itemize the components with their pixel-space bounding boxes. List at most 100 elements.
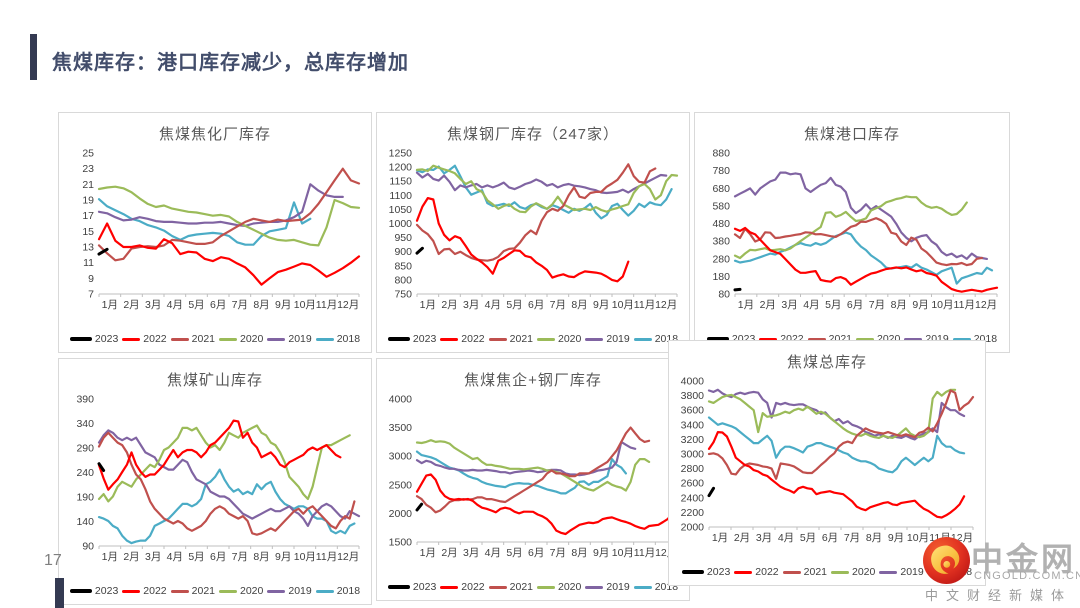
svg-text:9月: 9月: [593, 299, 609, 311]
chart-title: 焦煤钢厂库存（247家）: [446, 126, 620, 143]
legend-line-swatch: [681, 570, 704, 574]
svg-text:10月: 10月: [612, 299, 634, 311]
svg-text:10月: 10月: [612, 547, 634, 559]
svg-text:12月: 12月: [337, 551, 359, 563]
legend-line-swatch: [879, 570, 898, 574]
legend-label: 2023: [412, 333, 437, 345]
legend-item: 2020: [219, 585, 263, 597]
legend-line-swatch: [952, 337, 971, 341]
cngold-logo: 中金网 CNGOLD.COM.CN 中文财经新媒体: [905, 532, 1080, 608]
svg-text:8月: 8月: [571, 547, 587, 559]
legend-label: 2022: [755, 566, 779, 578]
legend-line-swatch: [904, 337, 923, 341]
legend-label: 2018: [336, 333, 361, 345]
legend-item: 2019: [585, 581, 630, 593]
legend-item: 2020: [537, 581, 581, 593]
svg-text:6月: 6月: [822, 532, 838, 544]
chart-panel-steel-mill-inventory: 焦煤钢厂库存（247家） 750 800 850 900 950 1000 1050 1100 1…: [376, 112, 690, 353]
legend-item: 2022: [122, 333, 167, 345]
svg-text:11: 11: [83, 257, 94, 269]
legend-label: 2021: [509, 333, 533, 345]
svg-text:7: 7: [88, 289, 94, 301]
svg-text:6月: 6月: [210, 299, 226, 311]
svg-text:7月: 7月: [844, 532, 860, 544]
svg-text:4月: 4月: [803, 299, 819, 311]
legend-item: 2022: [734, 566, 779, 578]
svg-text:2月: 2月: [123, 299, 139, 311]
legend-item: 2021: [782, 566, 827, 578]
legend-line-swatch: [537, 337, 555, 341]
cngold-logo-icon: [923, 537, 970, 584]
svg-text:8月: 8月: [571, 299, 587, 311]
svg-text:4月: 4月: [778, 532, 794, 544]
legend-item: 2019: [585, 333, 630, 345]
legend-line-swatch: [170, 589, 189, 593]
svg-text:25: 25: [82, 148, 94, 160]
svg-text:6月: 6月: [847, 299, 863, 311]
legend-label: 2023: [706, 566, 731, 578]
legend-label: 2019: [606, 581, 630, 593]
chart-panel-coke-plus-steel-inventory: 焦煤焦企+钢厂库存 1500 2000 2500 3000 3500 4000 1月 2月 3月 4…: [376, 358, 690, 601]
legend-label: 2020: [558, 581, 582, 593]
svg-text:9月: 9月: [888, 532, 904, 544]
legend-label: 2021: [191, 333, 215, 345]
corner-accent-bar: [55, 578, 64, 608]
legend-label: 2022: [143, 333, 167, 345]
svg-text:1月: 1月: [712, 532, 728, 544]
legend-label: 2020: [240, 585, 264, 597]
svg-text:3月: 3月: [781, 299, 797, 311]
legend-item: 2018: [315, 585, 360, 597]
legend-item: 2021: [170, 333, 215, 345]
legend-line-swatch: [315, 589, 334, 593]
legend-label: 2020: [558, 333, 582, 345]
legend-line-swatch: [585, 585, 604, 589]
svg-text:11月: 11月: [316, 551, 337, 563]
svg-text:7月: 7月: [232, 551, 248, 563]
svg-text:3月: 3月: [463, 299, 479, 311]
legend-label: 2023: [94, 333, 119, 345]
legend-line-swatch: [267, 337, 286, 341]
legend-line-swatch: [831, 570, 849, 574]
svg-text:3000: 3000: [681, 449, 705, 461]
svg-text:21: 21: [82, 179, 94, 191]
svg-text:290: 290: [76, 443, 94, 455]
legend-line-swatch: [69, 589, 92, 593]
legend-label: 2023: [412, 581, 437, 593]
svg-text:23: 23: [82, 163, 94, 175]
svg-text:1000: 1000: [389, 218, 413, 230]
svg-text:1250: 1250: [389, 148, 413, 160]
legend-label: 2020: [852, 566, 876, 578]
svg-text:2000: 2000: [389, 508, 413, 520]
svg-text:900: 900: [394, 246, 412, 258]
svg-text:10月: 10月: [907, 532, 929, 544]
legend-line-swatch: [122, 337, 141, 341]
legend-line-swatch: [170, 337, 189, 341]
legend-label: 2019: [288, 333, 312, 345]
svg-text:2月: 2月: [123, 551, 139, 563]
svg-text:800: 800: [394, 274, 412, 286]
chart-title: 焦煤总库存: [786, 354, 867, 371]
legend-line-swatch: [782, 570, 801, 574]
svg-text:4月: 4月: [485, 547, 501, 559]
chart-canvas: 1500 2000 2500 3000 3500 4000 1月 2月 3月 4月 5月 6月 7月 8月…: [389, 394, 679, 559]
legend-item: 2018: [315, 333, 361, 345]
legend-item: 2021: [488, 333, 533, 345]
legend-item: 2022: [122, 585, 167, 597]
cngold-logo-tagline: 中文财经新媒体: [925, 588, 1073, 603]
svg-text:1150: 1150: [389, 176, 412, 188]
svg-text:4月: 4月: [167, 299, 183, 311]
svg-text:3月: 3月: [756, 532, 772, 544]
legend-line-swatch: [537, 585, 555, 589]
legend-line-swatch: [807, 337, 826, 341]
svg-text:8月: 8月: [253, 299, 269, 311]
svg-text:190: 190: [76, 492, 94, 504]
legend-label: 2022: [143, 585, 167, 597]
legend-label: 2019: [288, 585, 312, 597]
svg-text:4月: 4月: [485, 299, 501, 311]
svg-text:2000: 2000: [681, 522, 705, 534]
svg-text:7月: 7月: [869, 299, 885, 311]
svg-text:1050: 1050: [389, 204, 413, 216]
chart-canvas: 2000 2200 2400 2600 2800 3000 3200 3400 3600 3800…: [681, 376, 975, 544]
